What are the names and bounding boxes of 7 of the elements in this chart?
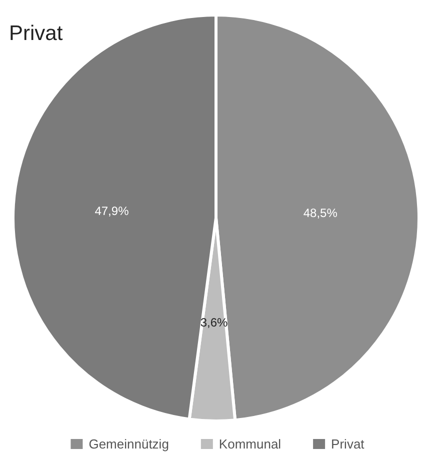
chart-title: Privat [9, 22, 63, 45]
data-label: 48,5% [303, 206, 338, 220]
legend-label: Kommunal [218, 436, 282, 452]
data-label: 47,9% [94, 204, 130, 218]
data-label: 3,6% [200, 315, 228, 330]
legend-label: Privat [331, 436, 365, 452]
legend-label: Gemeinnützig [88, 436, 169, 452]
